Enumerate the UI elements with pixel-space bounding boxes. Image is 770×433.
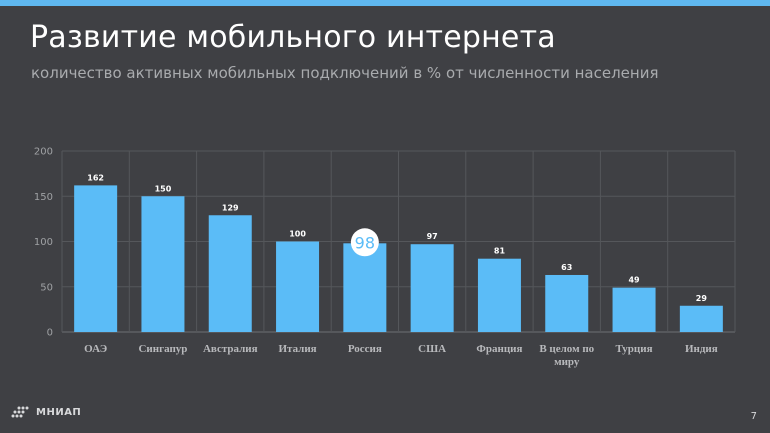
x-tick-label: Сингапур	[138, 343, 187, 355]
y-tick-label: 150	[34, 192, 53, 203]
data-label: 100	[289, 230, 306, 239]
x-tick-label: Турция	[616, 343, 653, 355]
x-tick-label: Россия	[348, 343, 382, 355]
highlight-label-bubble	[350, 228, 379, 257]
bar	[410, 244, 454, 332]
y-tick-label: 0	[47, 328, 53, 339]
y-tick-label: 50	[40, 282, 53, 293]
x-tick-label: ОАЭ	[84, 343, 107, 355]
x-tick-label: США	[418, 343, 446, 355]
bar	[679, 305, 723, 332]
bar	[545, 274, 589, 332]
bar	[208, 215, 252, 332]
bar	[141, 196, 185, 332]
y-tick-label: 100	[34, 237, 53, 248]
data-label: 49	[628, 276, 640, 285]
logo: МНИАП	[10, 404, 81, 420]
data-label: 98	[355, 233, 375, 252]
y-tick-label: 200	[34, 147, 53, 158]
page-title: Развитие мобильного интернета	[30, 20, 556, 55]
x-tick-label: В целом по миру	[539, 343, 594, 368]
x-tick-label: Италия	[278, 343, 316, 355]
data-label: 129	[222, 203, 239, 212]
bar	[612, 287, 656, 332]
logo-icon	[11, 406, 29, 418]
x-tick-label: Австралия	[203, 343, 258, 355]
page-number: 7	[750, 411, 757, 422]
data-label: 29	[696, 294, 708, 303]
data-label: 81	[494, 247, 506, 256]
data-label: 63	[561, 263, 572, 272]
data-label: 162	[87, 173, 104, 182]
bar	[74, 185, 118, 332]
bar	[343, 243, 387, 332]
x-tick-label: Индия	[685, 343, 718, 355]
bar	[276, 241, 320, 332]
data-label: 97	[427, 232, 438, 241]
data-label: 150	[155, 184, 172, 193]
page-subtitle: количество активных мобильных подключени…	[31, 64, 659, 82]
x-tick-label: Франция	[476, 343, 522, 355]
top-accent-bar	[0, 0, 770, 6]
logo-text: МНИАП	[36, 406, 82, 418]
bar	[477, 258, 521, 332]
